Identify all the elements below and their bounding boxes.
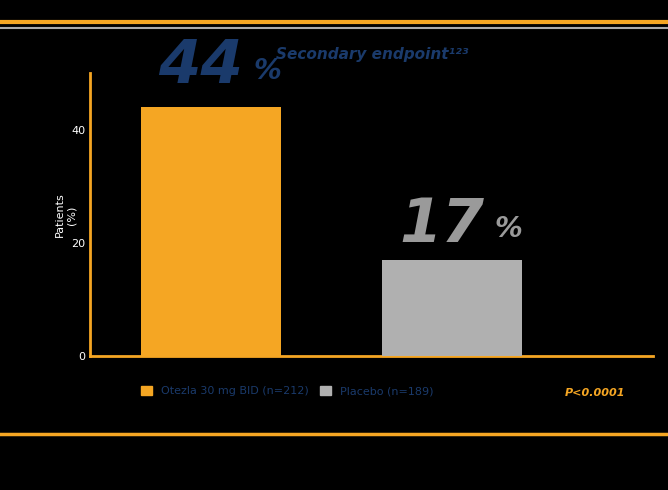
- Bar: [141, 107, 281, 357]
- Text: %: %: [494, 215, 522, 243]
- Bar: [381, 260, 522, 357]
- Title: Secondary endpoint¹²³: Secondary endpoint¹²³: [275, 48, 468, 62]
- Text: P<0.0001: P<0.0001: [564, 388, 625, 398]
- Y-axis label: Patients
(%): Patients (%): [55, 193, 77, 237]
- Legend: Otezla 30 mg BID (n=212), Placebo (n=189): Otezla 30 mg BID (n=212), Placebo (n=189…: [141, 386, 434, 396]
- Text: 44: 44: [158, 37, 243, 96]
- Text: 17: 17: [399, 196, 484, 254]
- Text: %: %: [253, 56, 281, 85]
